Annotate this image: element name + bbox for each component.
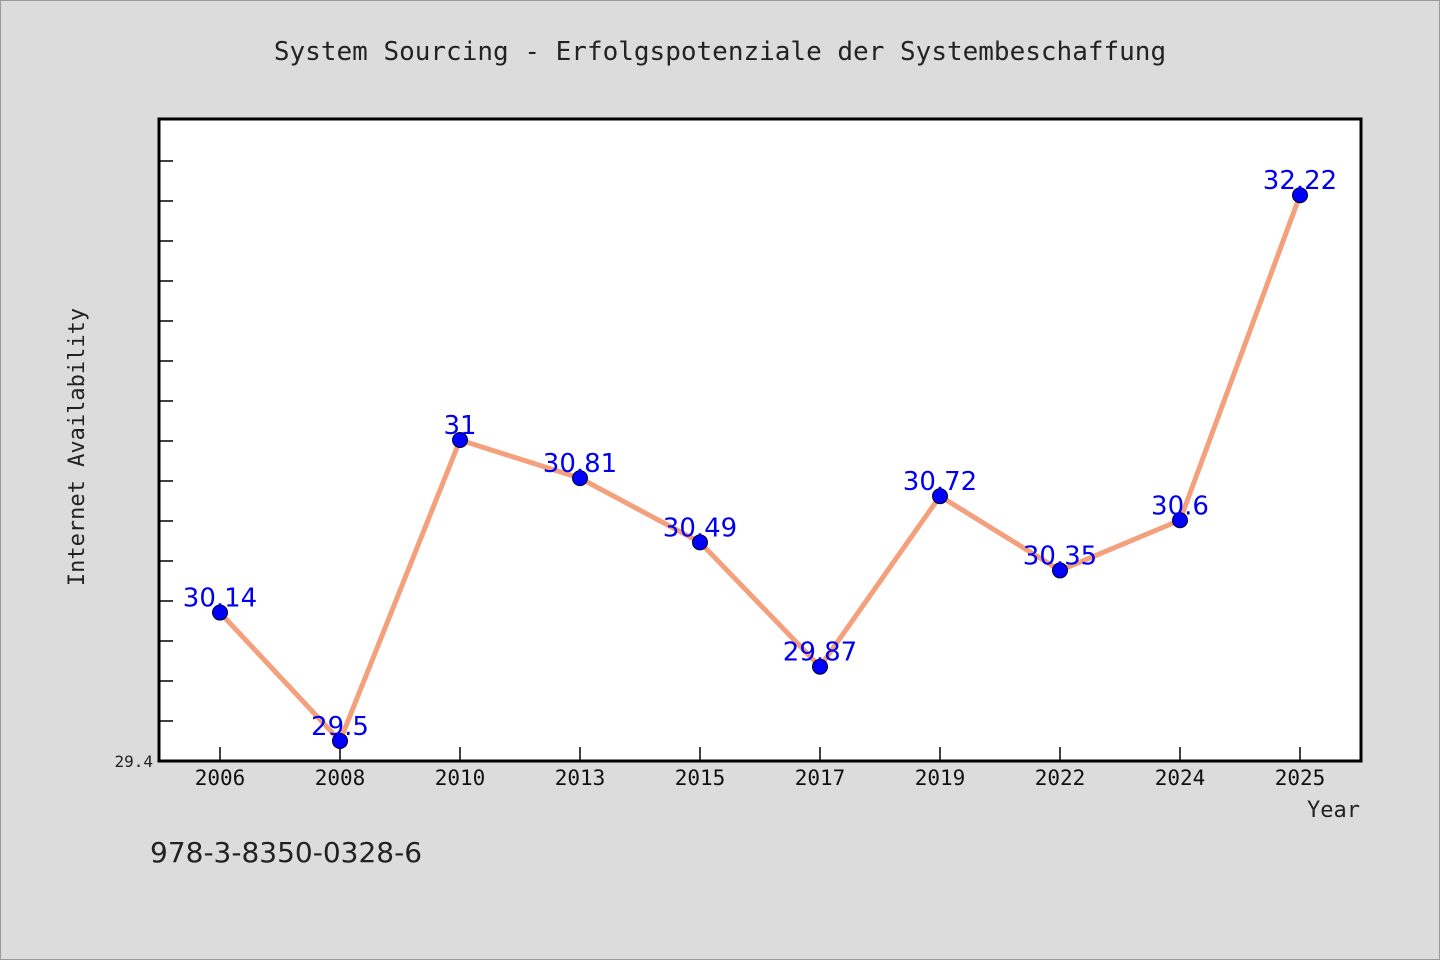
data-point <box>692 534 708 551</box>
data-label: 29.87 <box>783 638 857 668</box>
data-point <box>932 488 948 505</box>
data-label: 30.6 <box>1151 491 1209 521</box>
x-axis-label: Year <box>1307 798 1360 823</box>
isbn-text: 978-3-8350-0328-6 <box>150 836 422 869</box>
x-axis-tick-labels: 2006 2008 2010 2013 2015 2017 2019 2022 2024 2025 <box>195 766 1326 790</box>
data-label: 30.35 <box>1023 541 1097 571</box>
y-axis-ticks <box>159 160 173 722</box>
data-point <box>1292 187 1308 204</box>
x-tick-label: 2013 <box>555 766 606 790</box>
data-label: 30.72 <box>903 467 977 497</box>
data-label: 30.14 <box>183 584 257 614</box>
x-tick-label: 2015 <box>675 766 726 790</box>
y-axis-min-label: 29.4 <box>114 752 153 771</box>
x-tick-label: 2024 <box>1155 766 1206 790</box>
data-point <box>452 432 468 448</box>
data-label: 29.5 <box>311 712 369 742</box>
data-label: 31 <box>443 411 476 441</box>
x-tick-label: 2022 <box>1035 766 1086 790</box>
data-point <box>1172 512 1188 529</box>
x-axis-ticks <box>219 747 1301 761</box>
data-labels: 30.14 29.5 31 30.81 30.49 29.87 30.72 30.35 30.6… <box>183 166 1337 742</box>
x-tick-label: 2019 <box>915 766 966 790</box>
series-markers <box>212 187 1308 749</box>
x-tick-label: 2008 <box>315 766 366 790</box>
chart-title: System Sourcing - Erfolgspotenziale der … <box>274 37 1166 67</box>
x-tick-label: 2017 <box>795 766 846 790</box>
series-group: 30.14 29.5 31 30.81 30.49 29.87 30.72 30.35 30.6… <box>183 166 1337 749</box>
data-point <box>332 732 348 749</box>
plot-area <box>157 117 1363 763</box>
series-line <box>217 192 1303 744</box>
data-label: 30.81 <box>543 449 617 479</box>
y-axis-label: Internet Availability <box>65 308 90 586</box>
data-point <box>1052 562 1068 579</box>
x-tick-label: 2006 <box>195 766 246 790</box>
data-label: 32.22 <box>1263 166 1337 196</box>
data-point <box>572 470 588 487</box>
x-tick-label: 2010 <box>435 766 486 790</box>
x-tick-label: 2025 <box>1275 766 1326 790</box>
data-label: 30.49 <box>663 513 737 543</box>
data-point <box>812 658 828 675</box>
data-point <box>212 604 228 621</box>
